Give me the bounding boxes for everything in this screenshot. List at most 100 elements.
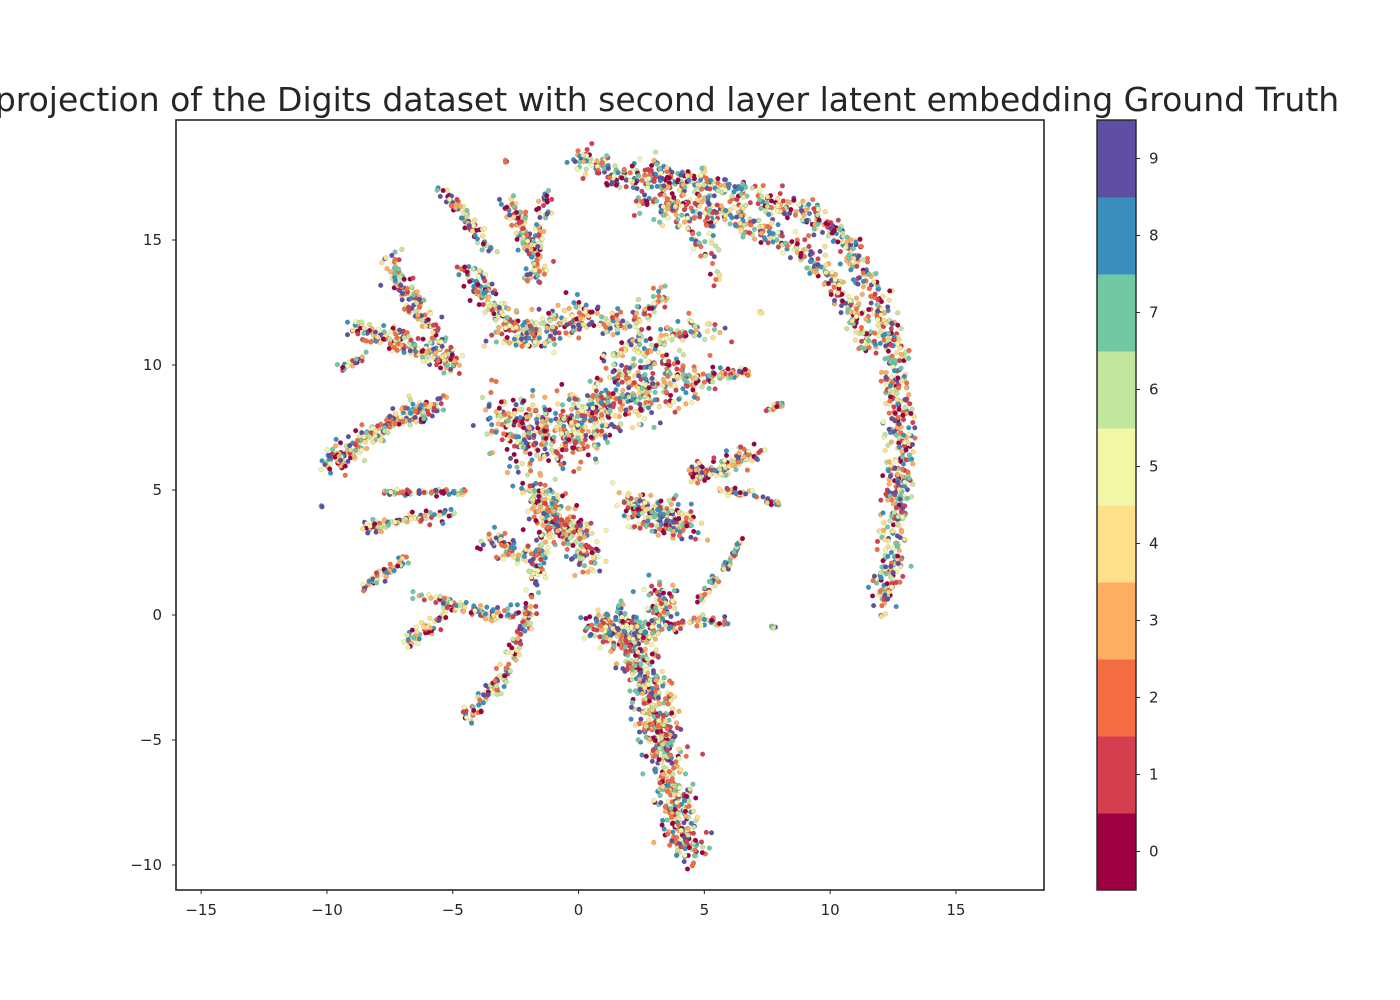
cluster-left-arm-1 xyxy=(318,393,450,478)
scatter-point xyxy=(739,535,746,542)
scatter-point xyxy=(559,493,566,499)
scatter-point xyxy=(617,399,623,405)
scatter-point xyxy=(699,384,705,390)
scatter-point xyxy=(662,808,668,814)
scatter-point xyxy=(631,631,637,637)
scatter-point xyxy=(667,526,673,532)
scatter-point xyxy=(652,397,658,403)
scatter-point xyxy=(571,529,577,535)
scatter-point xyxy=(890,570,896,576)
scatter-point xyxy=(691,215,697,221)
scatter-point xyxy=(895,560,901,566)
scatter-point xyxy=(751,492,757,499)
scatter-point xyxy=(872,330,878,336)
scatter-point xyxy=(589,530,595,536)
scatter-point xyxy=(649,758,655,764)
scatter-point xyxy=(451,488,457,494)
scatter-point xyxy=(599,412,605,418)
scatter-point xyxy=(484,431,490,437)
scatter-point xyxy=(716,247,722,253)
scatter-point xyxy=(847,261,853,267)
scatter-point xyxy=(531,503,537,509)
scatter-point xyxy=(480,241,486,247)
scatter-point xyxy=(658,735,665,741)
scatter-point xyxy=(877,329,883,335)
scatter-point xyxy=(559,381,565,387)
scatter-point xyxy=(645,518,651,524)
scatter-point xyxy=(821,281,827,287)
scatter-point xyxy=(873,271,879,277)
scatter-point xyxy=(727,562,733,568)
scatter-point xyxy=(699,464,705,470)
scatter-point xyxy=(553,410,559,416)
scatter-point xyxy=(905,469,911,475)
scatter-point xyxy=(648,348,654,354)
scatter-point xyxy=(456,362,462,368)
scatter-point xyxy=(405,637,411,643)
scatter-point xyxy=(678,827,684,833)
scatter-point xyxy=(592,456,599,462)
scatter-point xyxy=(648,492,654,498)
scatter-point xyxy=(879,603,885,609)
scatter-point xyxy=(682,377,688,383)
scatter-point xyxy=(902,404,908,410)
scatter-point xyxy=(580,175,586,182)
scatter-point xyxy=(520,398,527,404)
scatter-point xyxy=(731,462,737,469)
scatter-point xyxy=(906,392,912,398)
scatter-point xyxy=(696,231,702,237)
scatter-point xyxy=(436,617,442,623)
scatter-point xyxy=(636,729,643,735)
scatter-point xyxy=(653,149,659,155)
scatter-point xyxy=(435,358,441,364)
scatter-point xyxy=(676,708,682,714)
scatter-point xyxy=(906,425,912,431)
scatter-point xyxy=(888,439,894,445)
scatter-point xyxy=(571,469,577,475)
scatter-point xyxy=(652,389,658,395)
scatter-point xyxy=(743,202,749,208)
scatter-point xyxy=(588,631,594,637)
scatter-point xyxy=(407,397,413,403)
scatter-point xyxy=(650,668,656,674)
scatter-point xyxy=(505,612,511,618)
scatter-point xyxy=(911,414,917,420)
scatter-point xyxy=(416,488,422,494)
scatter-point xyxy=(598,623,604,629)
scatter-point xyxy=(588,434,594,440)
scatter-point xyxy=(756,187,762,193)
scatter-point xyxy=(658,601,664,607)
scatter-point xyxy=(644,605,651,612)
scatter-point xyxy=(684,523,690,529)
scatter-point xyxy=(568,522,574,528)
scatter-point xyxy=(490,690,496,696)
scatter-point xyxy=(635,737,641,743)
scatter-point xyxy=(570,449,576,455)
scatter-point xyxy=(410,589,416,595)
scatter-point xyxy=(858,243,864,249)
scatter-point xyxy=(410,635,417,641)
scatter-point xyxy=(448,600,454,606)
scatter-point xyxy=(440,407,447,413)
scatter-point xyxy=(895,553,901,559)
scatter-point xyxy=(637,492,644,498)
scatter-point xyxy=(636,203,642,209)
scatter-point xyxy=(611,643,617,649)
scatter-point xyxy=(584,147,590,153)
scatter-point xyxy=(663,696,669,702)
scatter-point xyxy=(885,468,891,474)
scatter-point xyxy=(686,467,692,473)
scatter-point xyxy=(523,600,529,606)
scatter-point xyxy=(563,443,569,449)
scatter-point xyxy=(760,183,766,189)
scatter-point xyxy=(629,425,635,431)
scatter-point xyxy=(657,792,663,799)
scatter-point xyxy=(639,188,645,194)
scatter-point xyxy=(412,414,418,420)
scatter-point xyxy=(675,199,681,205)
scatter-point xyxy=(830,238,836,244)
scatter-point xyxy=(701,379,707,385)
scatter-point xyxy=(353,356,359,362)
scatter-point xyxy=(527,451,533,457)
scatter-point xyxy=(427,510,433,516)
